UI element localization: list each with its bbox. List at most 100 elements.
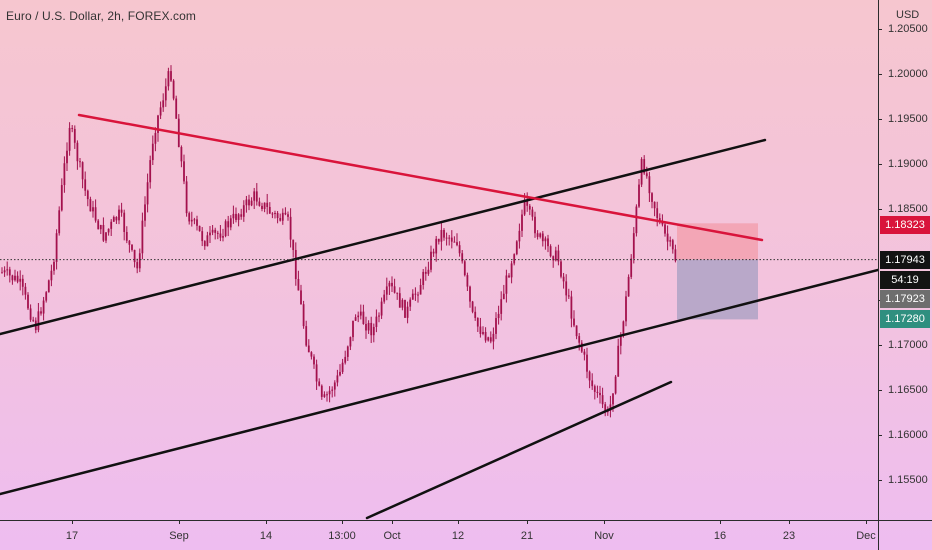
candle-body (229, 218, 232, 228)
candle-body (315, 364, 318, 382)
price-axis[interactable] (878, 0, 932, 520)
upper-channel-line[interactable] (0, 138, 767, 336)
candle-body (341, 362, 344, 372)
candle-body (378, 315, 380, 317)
candle-body (419, 284, 422, 295)
bottom-support-line[interactable] (365, 380, 673, 520)
candle-body (599, 392, 601, 396)
candle-body (40, 311, 42, 314)
time-tick-mark (789, 520, 790, 524)
time-axis[interactable] (0, 520, 878, 550)
candle-body (370, 322, 373, 336)
candle-body (380, 301, 383, 316)
candle-body (458, 245, 461, 254)
candle-body (575, 325, 578, 337)
candle-body (159, 107, 162, 116)
candle-body (232, 213, 235, 219)
candle-body (42, 300, 45, 314)
time-tick-label: Nov (594, 530, 614, 542)
chart-title: Euro / U.S. Dollar, 2h, FOREX.com (6, 9, 197, 23)
candle-body (24, 286, 27, 295)
candle-body (500, 299, 503, 314)
candle-body (497, 313, 500, 319)
candle-body (435, 238, 438, 254)
candle-body (609, 404, 612, 411)
time-tick-mark (720, 520, 721, 524)
candle-body (214, 229, 217, 233)
candle-body (138, 253, 141, 269)
candle-body (266, 202, 269, 207)
candle-body (89, 199, 92, 212)
candle-body (50, 270, 53, 281)
candle-body (534, 216, 536, 234)
candle-body (515, 241, 518, 255)
candle-body (263, 202, 266, 210)
candle-body (323, 394, 326, 397)
axis-corner (878, 520, 932, 550)
time-tick-label: Sep (169, 530, 189, 542)
candle-body (547, 238, 549, 247)
chart-plot-area[interactable] (0, 0, 878, 520)
candle-body (393, 286, 396, 293)
currency-label[interactable]: USD (896, 9, 920, 21)
candle-body (227, 221, 230, 228)
candle-body (6, 269, 9, 271)
candle-body (216, 232, 219, 234)
candle-body (245, 199, 248, 206)
candle-body (521, 214, 523, 231)
candle-body (466, 275, 469, 287)
candle-body (209, 232, 211, 236)
price-tick-label: 1.15500 (888, 474, 928, 486)
candle-body (383, 294, 386, 302)
candle-body (424, 271, 427, 274)
candle-body (144, 204, 146, 221)
lower-channel-line[interactable] (0, 268, 878, 496)
descending-resistance-line[interactable] (77, 113, 764, 242)
candle-body (367, 322, 370, 331)
candle-body (211, 229, 214, 233)
candle-body (268, 206, 271, 214)
candle-body (422, 271, 425, 285)
candle-body (276, 212, 279, 219)
candle-body (570, 296, 573, 319)
candle-body (73, 128, 76, 143)
price-tick-label: 1.19500 (888, 113, 928, 126)
time-tick-mark (392, 520, 393, 524)
candle-body (450, 237, 453, 242)
candle-body (193, 219, 196, 221)
candle-body (115, 216, 118, 221)
candle-body (651, 193, 653, 202)
candle-body (432, 251, 435, 254)
time-tick-label: 14 (259, 530, 273, 542)
candle-body (253, 191, 256, 201)
candle-body (307, 345, 310, 353)
candle-body (68, 127, 71, 151)
stop-zone[interactable] (677, 259, 758, 320)
candle-body (632, 233, 635, 259)
candle-body (476, 317, 479, 327)
price-tick-mark (878, 389, 882, 391)
candle-body (346, 346, 349, 357)
candle-body (242, 205, 245, 217)
candle-body (461, 253, 464, 262)
candle-body (279, 218, 282, 221)
candle-body (656, 208, 659, 219)
candle-body (508, 275, 510, 278)
candle-body (164, 86, 167, 101)
candle-body (565, 281, 568, 296)
price-tick-label: 1.20000 (888, 68, 928, 80)
price-tick-label: 1.17000 (888, 338, 928, 351)
time-tick-label: 17 (65, 530, 79, 542)
candle-body (102, 225, 105, 241)
target-zone[interactable] (677, 223, 758, 260)
candle-body (560, 261, 562, 277)
candle-body (188, 213, 191, 222)
candle-body (653, 201, 656, 209)
candle-body (128, 240, 131, 245)
candle-body (591, 380, 594, 387)
time-tick-label: 16 (713, 530, 727, 542)
candle-body (240, 214, 243, 217)
candle-body (248, 199, 250, 206)
candle-body (29, 308, 32, 320)
